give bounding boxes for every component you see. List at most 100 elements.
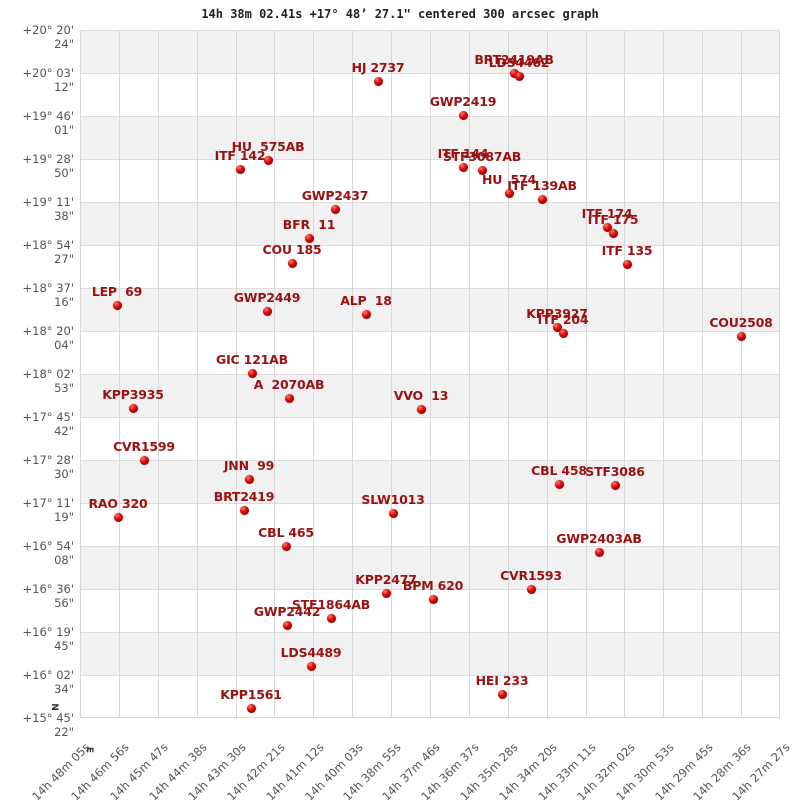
vertical-gridline: [741, 30, 742, 718]
star-label: ITF 174: [581, 206, 633, 221]
star-point[interactable]: [552, 322, 562, 332]
y-tick-label: +15° 45' 22": [22, 711, 74, 739]
star-label: STF3086: [585, 464, 645, 479]
star-point[interactable]: [235, 164, 245, 174]
star-label: LDS4462: [488, 55, 550, 70]
star-label: HU 574: [481, 172, 537, 187]
star-label: HJ 2737: [351, 60, 405, 75]
star-point[interactable]: [112, 300, 122, 310]
star-point[interactable]: [247, 368, 257, 378]
star-point[interactable]: [287, 258, 297, 268]
vertical-gridline: [547, 30, 548, 718]
star-point[interactable]: [381, 588, 391, 598]
star-label: STF1864AB: [291, 597, 371, 612]
compass-north-marker: N: [48, 703, 59, 711]
star-label: JNN 99: [223, 458, 275, 473]
vertical-gridline: [702, 30, 703, 718]
y-tick-label: +17° 45' 42": [22, 410, 74, 438]
star-point[interactable]: [622, 259, 632, 269]
star-point[interactable]: [282, 620, 292, 630]
chart-title: 14h 38m 02.41s +17° 48’ 27.1" centered 3…: [201, 7, 599, 21]
star-label: BFR 11: [282, 217, 336, 232]
y-tick-label: +18° 02' 53": [22, 367, 74, 395]
star-label: GWP2449: [233, 290, 301, 305]
vertical-gridline: [508, 30, 509, 718]
star-label: HEI 233: [475, 673, 529, 688]
vertical-gridline: [391, 30, 392, 718]
star-point[interactable]: [361, 309, 371, 319]
star-label: BPM 620: [402, 578, 464, 593]
y-tick-label: +18° 54' 27": [22, 238, 74, 266]
star-point[interactable]: [306, 661, 316, 671]
star-label: KPP3935: [102, 387, 164, 402]
star-point[interactable]: [610, 480, 620, 490]
star-point[interactable]: [477, 165, 487, 175]
star-label: GWP2419: [429, 94, 497, 109]
star-point[interactable]: [139, 455, 149, 465]
star-point[interactable]: [509, 68, 519, 78]
star-point[interactable]: [246, 703, 256, 713]
star-point[interactable]: [244, 474, 254, 484]
y-tick-label: +20° 20' 24": [22, 23, 74, 51]
star-label: KPP1561: [220, 687, 282, 702]
star-label: GWP2403AB: [556, 531, 642, 546]
star-label: ALP 18: [340, 293, 392, 308]
star-point[interactable]: [608, 228, 618, 238]
star-point[interactable]: [239, 505, 249, 515]
star-point[interactable]: [602, 222, 612, 232]
star-point[interactable]: [326, 613, 336, 623]
y-tick-label: +17° 28' 30": [22, 453, 74, 481]
star-label: CBL 465: [258, 525, 314, 540]
star-point[interactable]: [497, 689, 507, 699]
star-label: CVR1599: [113, 439, 175, 454]
star-label: ITF 139AB: [507, 178, 577, 193]
star-label: CBL 458: [531, 463, 587, 478]
star-label: HU 575AB: [231, 139, 305, 154]
star-label: VVO 13: [393, 388, 449, 403]
star-point[interactable]: [113, 512, 123, 522]
star-point[interactable]: [736, 331, 746, 341]
star-label: KPP3927: [526, 306, 588, 321]
y-tick-label: +18° 20' 04": [22, 324, 74, 352]
star-label: GWP2437: [301, 188, 369, 203]
star-point[interactable]: [526, 584, 536, 594]
star-point[interactable]: [304, 233, 314, 243]
star-point[interactable]: [504, 188, 514, 198]
y-tick-label: +19° 28' 50": [22, 152, 74, 180]
y-tick-label: +16° 36' 56": [22, 582, 74, 610]
star-point[interactable]: [373, 76, 383, 86]
star-point[interactable]: [594, 547, 604, 557]
star-point[interactable]: [416, 404, 426, 414]
vertical-gridline: [119, 30, 120, 718]
vertical-gridline: [469, 30, 470, 718]
star-point[interactable]: [428, 594, 438, 604]
star-point[interactable]: [388, 508, 398, 518]
star-point[interactable]: [558, 328, 568, 338]
y-tick-label: +17° 11' 19": [22, 496, 74, 524]
star-label: GWP2442: [253, 604, 321, 619]
star-label: LEP 69: [91, 284, 143, 299]
star-point[interactable]: [458, 162, 468, 172]
star-point[interactable]: [514, 71, 524, 81]
star-point[interactable]: [263, 155, 273, 165]
star-point[interactable]: [262, 306, 272, 316]
y-tick-label: +19° 11' 38": [22, 195, 74, 223]
star-label: ITF 204: [537, 312, 589, 327]
vertical-gridline: [663, 30, 664, 718]
star-point[interactable]: [330, 204, 340, 214]
star-label: BRT2419AB: [474, 52, 554, 67]
star-point[interactable]: [281, 541, 291, 551]
star-point[interactable]: [554, 479, 564, 489]
star-point[interactable]: [128, 403, 138, 413]
star-label: A 2070AB: [253, 377, 325, 392]
vertical-gridline: [197, 30, 198, 718]
star-label: STF3087AB: [442, 149, 522, 164]
star-point[interactable]: [284, 393, 294, 403]
vertical-gridline: [274, 30, 275, 718]
plot-area: HJ 2737 BRT2419AB LDS4462 GWP2419 HU 575AB IT…: [80, 30, 780, 718]
y-tick-label: +16° 19' 45": [22, 625, 74, 653]
star-point[interactable]: [458, 110, 468, 120]
star-point[interactable]: [537, 194, 547, 204]
y-tick-label: +16° 02' 34": [22, 668, 74, 696]
star-label: RAO 320: [88, 496, 148, 511]
